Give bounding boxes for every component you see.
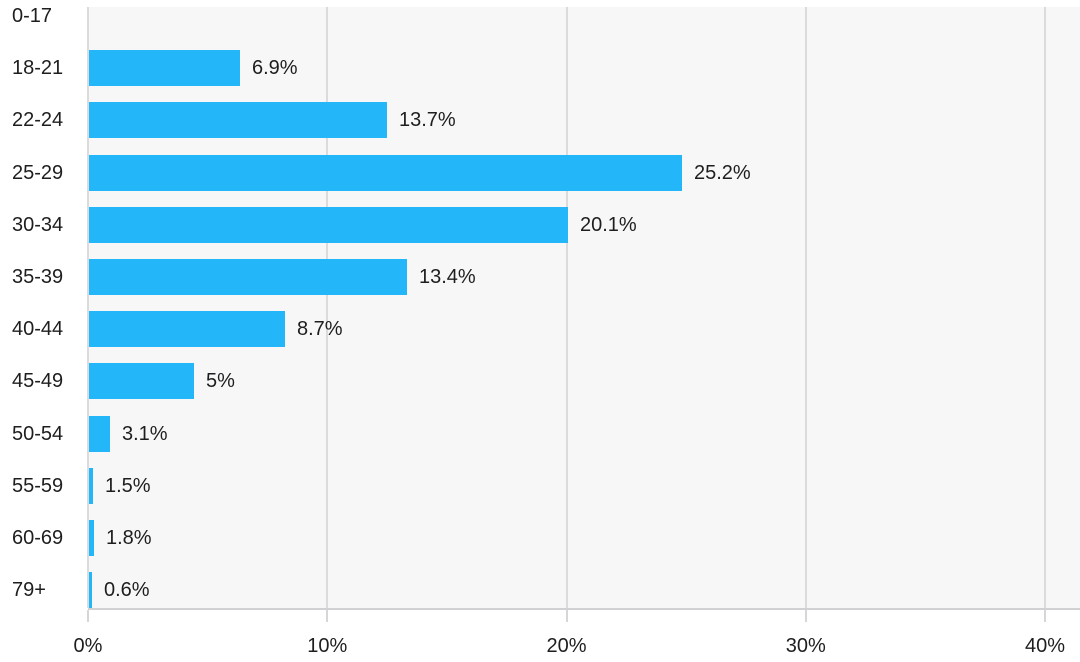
bar — [89, 154, 682, 191]
bar — [89, 363, 194, 400]
category-label: 30-34 — [12, 213, 64, 236]
category-label: 50-54 — [12, 422, 64, 445]
bar — [89, 102, 387, 139]
bar — [89, 572, 92, 609]
x-axis-label: 40% — [1024, 635, 1066, 657]
category-label: 40-44 — [12, 318, 64, 341]
axis-tick — [804, 610, 807, 622]
x-axis-label: 30% — [785, 635, 826, 657]
bar-value-label: 8.7% — [297, 318, 343, 341]
bar — [89, 206, 568, 243]
x-axis-label: 20% — [546, 635, 587, 657]
bar-value-label: 1.8% — [106, 527, 152, 549]
plot-area — [88, 7, 1080, 608]
bar-value-label: 6.9% — [252, 57, 298, 80]
bar-value-label: 20.1% — [580, 213, 637, 236]
category-label: 60-69 — [12, 527, 64, 549]
x-axis-label: 0% — [73, 635, 103, 657]
x-axis-line — [88, 608, 1080, 610]
axis-tick — [326, 610, 329, 622]
category-label: 45-49 — [12, 370, 64, 393]
category-label: 79+ — [12, 579, 46, 602]
category-label: 55-59 — [12, 474, 64, 497]
bar-value-label: 13.4% — [419, 266, 476, 288]
bar-value-label: 1.5% — [105, 474, 151, 497]
bar — [89, 311, 285, 348]
bar — [89, 50, 240, 87]
bar — [89, 520, 94, 556]
x-axis-label: 10% — [307, 635, 348, 657]
axis-tick — [1044, 610, 1046, 622]
bar-value-label: 25.2% — [694, 161, 751, 184]
bar-value-label: 13.7% — [399, 109, 456, 132]
gridline — [565, 7, 568, 608]
gridline — [1044, 7, 1046, 608]
bar-value-label: 3.1% — [122, 422, 168, 445]
category-label: 0-17 — [12, 5, 53, 27]
bar — [89, 259, 407, 295]
category-label: 22-24 — [12, 109, 64, 132]
category-label: 25-29 — [12, 161, 64, 184]
gridline — [804, 7, 807, 608]
bar — [89, 467, 93, 504]
axis-tick — [565, 610, 568, 622]
gridline — [326, 7, 329, 608]
bar — [89, 415, 110, 452]
category-label: 35-39 — [12, 266, 64, 288]
axis-tick — [87, 610, 89, 622]
category-label: 18-21 — [12, 57, 64, 80]
bar-value-label: 5% — [206, 370, 235, 393]
bar-value-label: 0.6% — [104, 579, 150, 602]
gridline — [87, 7, 89, 608]
